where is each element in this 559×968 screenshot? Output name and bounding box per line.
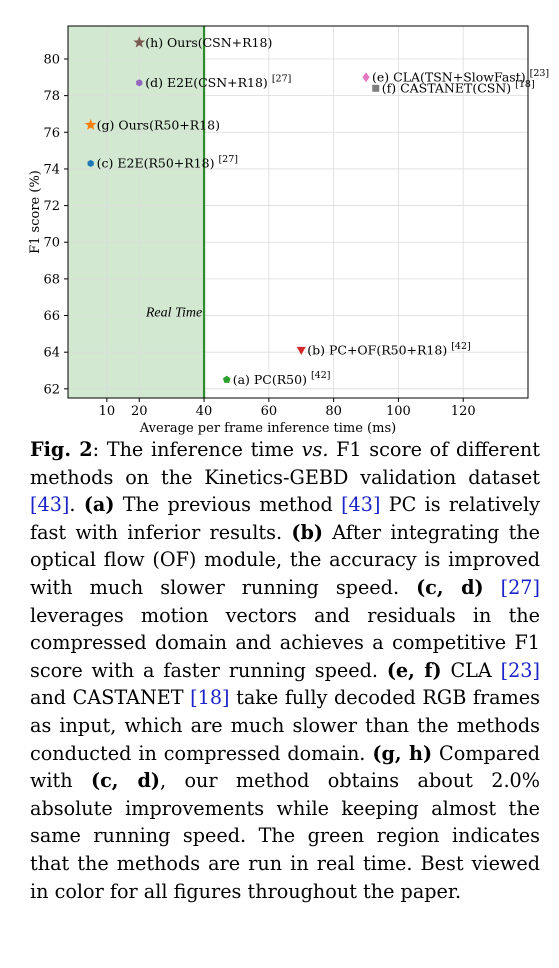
data-point-c: (c) E2E(R50+R18) [27] xyxy=(87,154,238,171)
point-label-a: (a) PC(R50) xyxy=(233,372,307,387)
point-label-d: (d) E2E(CSN+R18) xyxy=(145,75,268,90)
point-marker-g xyxy=(84,118,97,130)
point-marker-e xyxy=(362,72,370,83)
point-label-h: (h) Ours(CSN+R18) xyxy=(145,35,272,50)
data-point-h: (h) Ours(CSN+R18) xyxy=(133,35,272,50)
caption-citation[interactable]: 43 xyxy=(37,493,62,517)
point-marker-a xyxy=(222,375,231,383)
point-label-f: (f) CASTANET(CSN) xyxy=(382,81,511,96)
x-tick-label: 10 xyxy=(99,404,116,419)
x-tick-label: 100 xyxy=(386,404,411,419)
y-tick-label: 70 xyxy=(43,236,60,251)
y-axis-label: F1 score (%) xyxy=(28,170,43,254)
point-label-g: (g) Ours(R50+R18) xyxy=(97,117,220,132)
y-tick-label: 72 xyxy=(43,199,60,214)
point-marker-b xyxy=(296,346,306,355)
caption-citation[interactable]: ] xyxy=(61,493,70,517)
data-point-d: (d) E2E(CSN+R18) [27] xyxy=(136,73,291,90)
x-axis-label: Average per frame inference time (ms) xyxy=(139,421,396,436)
figure-caption: Fig. 2: The inference time vs. F1 score … xyxy=(30,436,540,905)
x-tick-label: 40 xyxy=(196,404,213,419)
caption-text: take fully decoded RGB frames as input, … xyxy=(30,686,540,765)
caption-citation[interactable]: [27] xyxy=(500,575,540,599)
caption-bold-text: Fig. 2 xyxy=(30,438,93,461)
figure-chart: 10 20 40 60 80 100 120 62 64 66 68 70 72 74 76 78 80 Aver… xyxy=(0,0,559,440)
y-tick-label: 62 xyxy=(43,382,60,397)
data-point-b: (b) PC+OF(R50+R18) [42] xyxy=(296,341,471,358)
caption-bold-text: (b) xyxy=(291,520,323,544)
point-label-e: (e) CLA(TSN+SlowFast) xyxy=(372,70,526,85)
caption-citation[interactable]: [18] xyxy=(190,686,230,710)
caption-citation[interactable]: [23] xyxy=(500,658,540,682)
real-time-label: Real Time xyxy=(145,305,202,320)
data-point-e: (e) CLA(TSN+SlowFast) [23] xyxy=(362,68,550,85)
data-point-f: (f) CASTANET(CSN) [18] xyxy=(372,79,535,96)
caption-bold-text: (c, d) xyxy=(91,769,160,793)
y-tick-label: 76 xyxy=(43,126,60,141)
point-marker-c xyxy=(87,159,94,168)
point-marker-h xyxy=(133,36,146,48)
point-ref-f: [18] xyxy=(515,79,535,90)
point-ref-c: [27] xyxy=(218,154,238,165)
y-tick-label: 80 xyxy=(43,52,60,67)
x-tick-label: 120 xyxy=(451,404,476,419)
caption-text xyxy=(484,576,501,599)
point-label-b: (b) PC+OF(R50+R18) xyxy=(307,343,447,358)
data-point-g: (g) Ours(R50+R18) xyxy=(84,117,220,132)
data-point-a: (a) PC(R50) [42] xyxy=(222,370,331,387)
caption-text: leverages motion vectors and residuals i… xyxy=(30,603,540,682)
point-ref-a: [42] xyxy=(311,370,331,381)
point-marker-d xyxy=(136,79,143,87)
caption-text: vs. xyxy=(301,438,329,461)
caption-text: Compared with xyxy=(30,741,540,793)
caption-bold-text: (a) xyxy=(83,493,115,517)
caption-text: . xyxy=(69,493,84,517)
caption-bold-text: (g, h) xyxy=(372,741,433,765)
caption-bold-text: (e, f) xyxy=(386,658,442,682)
y-tick-label: 68 xyxy=(43,272,60,287)
point-marker-f xyxy=(372,84,380,92)
point-ref-b: [42] xyxy=(451,341,471,352)
caption-text: , our method obtains about 2.0% absolute… xyxy=(30,769,540,903)
x-tick-label: 60 xyxy=(261,404,278,419)
caption-citation[interactable]: [43] xyxy=(341,493,381,517)
caption-text: PC is relatively fast with inferior resu… xyxy=(30,493,541,544)
caption-text: CLA xyxy=(441,658,501,682)
x-tick-label: 20 xyxy=(131,404,148,419)
scatter-plot: 10 20 40 60 80 100 120 62 64 66 68 70 72 74 76 78 80 Aver… xyxy=(28,25,550,436)
y-tick-label: 64 xyxy=(43,346,60,361)
caption-text: After integrating the optical flow (OF) … xyxy=(30,520,540,599)
caption-citation[interactable]: [ xyxy=(30,493,38,517)
point-ref-e: [23] xyxy=(530,68,550,79)
x-tick-label: 80 xyxy=(325,404,342,419)
point-label-c: (c) E2E(R50+R18) xyxy=(97,156,215,171)
caption-bold-text: (c, d) xyxy=(416,575,484,599)
y-tick-label: 74 xyxy=(43,162,60,177)
plot-frame xyxy=(67,25,529,399)
y-tick-label: 66 xyxy=(43,309,60,324)
caption-text: : The inference time xyxy=(92,438,302,461)
caption-text: F1 score of different methods on the Kin… xyxy=(30,438,540,489)
point-ref-d: [27] xyxy=(272,73,292,84)
y-tick-label: 78 xyxy=(43,89,60,104)
caption-text: and CASTANET xyxy=(30,686,191,710)
real-time-region xyxy=(68,26,205,398)
caption-text: The previous method xyxy=(114,493,342,517)
